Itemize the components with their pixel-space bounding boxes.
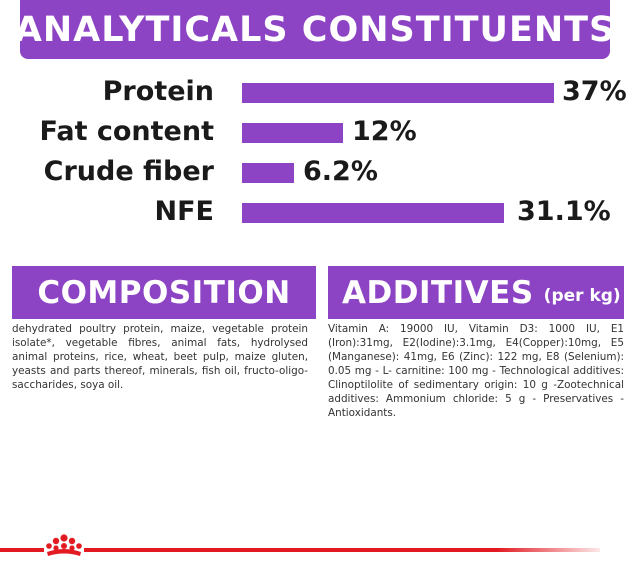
- constituent-row-nfe: NFE 31.1%: [0, 192, 632, 232]
- constituent-bar: [242, 123, 343, 143]
- constituent-label: NFE: [154, 196, 214, 227]
- title-banner: ANALYTICALS CONSTITUENTS: [15, 0, 614, 59]
- composition-heading: COMPOSITION: [37, 274, 291, 311]
- royal-canin-crown-icon: [46, 534, 82, 556]
- constituent-row-fat: Fat content 12%: [0, 112, 632, 152]
- constituent-value: 12%: [352, 116, 417, 147]
- constituent-label: Fat content: [39, 116, 214, 147]
- constituent-bar: [242, 163, 294, 183]
- additives-text: Vitamin A: 19000 IU, Vitamin D3: 1000 IU…: [328, 323, 624, 419]
- constituent-value: 37%: [562, 76, 627, 107]
- composition-heading-box: COMPOSITION: [12, 266, 316, 319]
- constituent-label: Protein: [102, 76, 214, 107]
- constituent-label: Crude fiber: [43, 156, 214, 187]
- constituent-value: 31.1%: [517, 196, 611, 227]
- constituent-row-protein: Protein 37%: [0, 72, 632, 112]
- constituent-bar: [242, 83, 554, 103]
- page-title: ANALYTICALS CONSTITUENTS: [14, 9, 616, 50]
- composition-text: dehydrated poultry protein, maize, veget…: [12, 323, 308, 391]
- footer-red-line-left: [0, 548, 44, 552]
- footer-red-line-right: [84, 548, 600, 552]
- additives-heading-suffix: (per kg): [543, 285, 621, 306]
- constituent-row-fiber: Crude fiber 6.2%: [0, 152, 632, 192]
- additives-heading-box: ADDITIVES (per kg): [328, 266, 624, 319]
- constituent-value: 6.2%: [303, 156, 378, 187]
- constituent-bar: [242, 203, 504, 223]
- additives-heading: ADDITIVES: [342, 274, 534, 311]
